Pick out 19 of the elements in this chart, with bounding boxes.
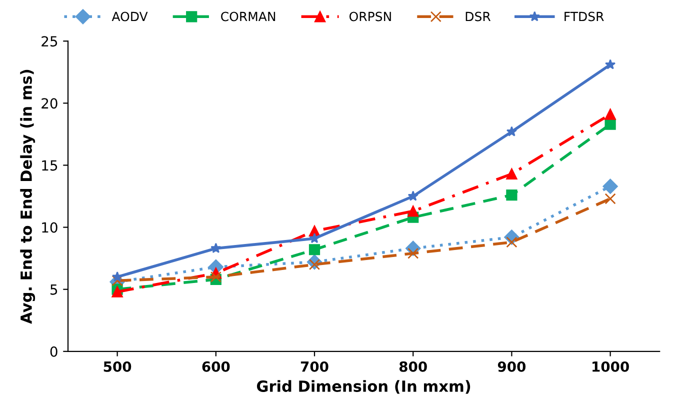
y-tick-label: 15: [42, 160, 58, 171]
legend-label: FTDSR: [564, 12, 604, 22]
y-tick-label: 25: [42, 36, 58, 47]
legend-label: ORPSN: [349, 12, 391, 22]
y-tick-label: 10: [42, 222, 58, 233]
y-axis-title: Avg. End to End Delay (in ms): [20, 70, 36, 324]
x-tick-label: 700: [300, 361, 328, 372]
x-tick-label: 900: [498, 361, 526, 372]
x-tick-label: 800: [399, 361, 427, 372]
legend-label: CORMAN: [221, 12, 276, 22]
y-tick-label: 5: [50, 284, 58, 295]
legend-label: DSR: [466, 12, 491, 22]
x-axis-title: Grid Dimension (In mxm): [256, 380, 470, 394]
x-tick-label: 500: [104, 361, 132, 372]
legend-label: AODV: [112, 12, 148, 22]
y-tick-label: 0: [50, 346, 58, 357]
x-tick-label: 600: [202, 361, 230, 372]
x-tick-label: 1000: [592, 361, 629, 372]
y-tick-label: 20: [42, 98, 58, 109]
